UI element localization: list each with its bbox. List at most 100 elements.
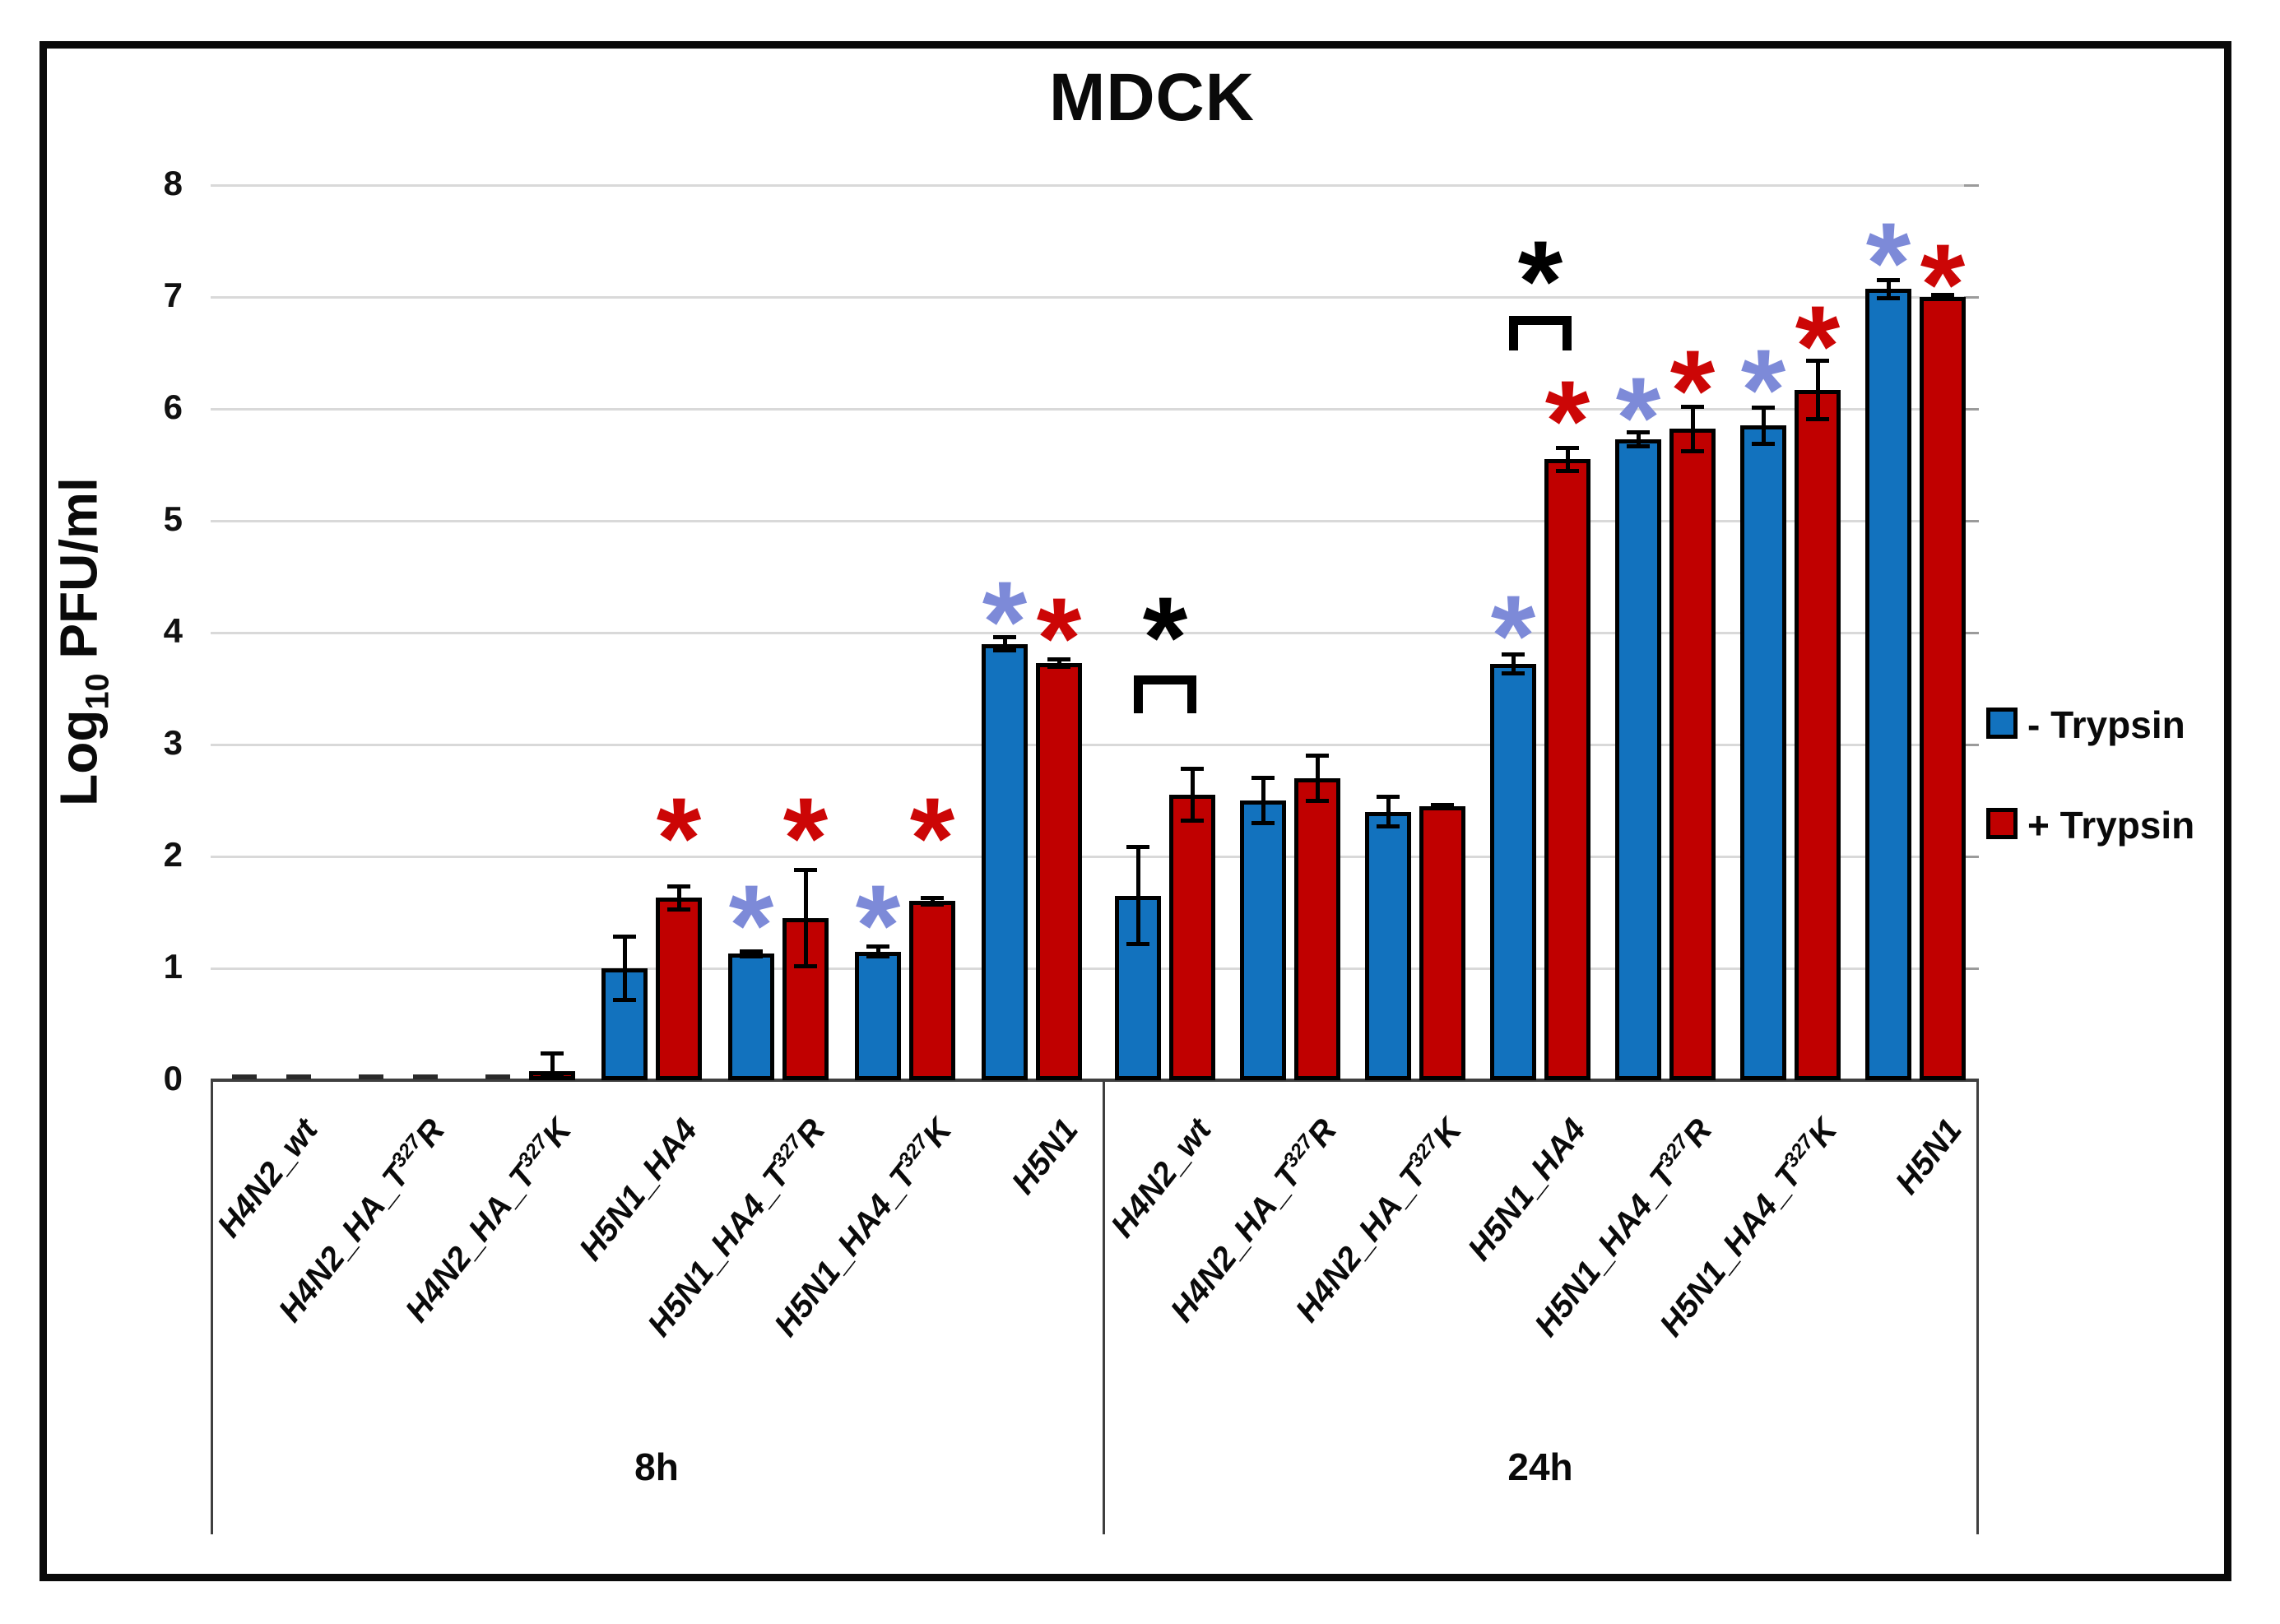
- significance-star-red: *: [1036, 573, 1082, 703]
- group-label-8h: 8h: [634, 1445, 679, 1488]
- y-tick-label-1: 1: [163, 947, 183, 986]
- y-axis-title-sub: 10: [79, 673, 116, 710]
- y-axis-title-pre: Log: [49, 709, 109, 806]
- bar: [1419, 805, 1465, 1080]
- error-bar-line: [1136, 845, 1140, 946]
- y-tick-label-0: 0: [163, 1059, 183, 1097]
- error-bar-cap-top: [1556, 445, 1579, 450]
- y-tick-label-7: 7: [163, 276, 183, 314]
- gridline-2: [211, 856, 1979, 858]
- legend-label-minus-trypsin: - Trypsin: [2027, 703, 2185, 746]
- plot-left-frame: [211, 1080, 213, 1534]
- error-bar-cap-top: [1251, 776, 1275, 781]
- gridline-end-tick-2: [1964, 856, 1979, 858]
- bar-zero: [232, 1074, 257, 1079]
- error-bar-cap-bottom: [1047, 664, 1070, 669]
- error-bar-cap-bottom: [1181, 819, 1204, 824]
- error-bar-cap-bottom: [1556, 468, 1579, 473]
- error-bar-line: [931, 895, 935, 907]
- error-bar-line: [1386, 795, 1391, 828]
- error-bar-cap-top: [1502, 652, 1525, 657]
- significance-star-blue: *: [1865, 198, 1911, 328]
- gridline-8: [211, 184, 1979, 187]
- y-tick-label-8: 8: [163, 164, 183, 202]
- error-bar-line: [1261, 776, 1265, 825]
- error-bar-cap-bottom: [1126, 941, 1149, 946]
- legend-swatch-plus-trypsin: [1986, 808, 2018, 839]
- error-bar-line: [1816, 358, 1820, 421]
- error-bar-cap-bottom: [1931, 297, 1954, 302]
- gridline-6: [211, 408, 1979, 411]
- error-bar-cap-top: [794, 867, 817, 872]
- error-bar-line: [1637, 429, 1641, 448]
- error-bar-cap-bottom: [541, 1074, 564, 1079]
- bar: [1740, 425, 1786, 1080]
- error-bar-line: [1887, 277, 1891, 301]
- bar: [1669, 429, 1716, 1080]
- error-bar-line: [1511, 652, 1516, 675]
- y-axis-title: Log10 PFU/ml: [49, 477, 117, 806]
- error-bar-cap-bottom: [794, 964, 817, 968]
- error-bar-line: [1941, 292, 1945, 302]
- y-axis-title-post: PFU/ml: [49, 477, 109, 674]
- bar-zero: [286, 1074, 311, 1079]
- gridline-end-tick-4: [1964, 632, 1979, 634]
- error-bar-line: [550, 1051, 555, 1079]
- significance-star-blue: *: [1615, 353, 1661, 483]
- error-bar-cap-bottom: [921, 902, 944, 907]
- error-bar-cap-bottom: [1377, 824, 1400, 828]
- significance-star-red: *: [1795, 281, 1841, 411]
- error-bar-cap-top: [1627, 429, 1650, 434]
- significance-star-blue: *: [1490, 571, 1536, 701]
- legend-swatch-minus-trypsin: [1986, 708, 2018, 739]
- bar: [909, 901, 955, 1080]
- significance-bracket: [1509, 316, 1572, 351]
- y-tick-label-6: 6: [163, 387, 183, 426]
- error-bar-line: [876, 944, 880, 958]
- gridline-end-tick-8: [1964, 184, 1979, 187]
- error-bar-cap-top: [1047, 657, 1070, 661]
- bar-zero: [485, 1074, 510, 1079]
- plot-right-frame: [1976, 1080, 1979, 1534]
- gridline-7: [211, 296, 1979, 299]
- bar: [1294, 777, 1340, 1080]
- significance-star-red: *: [782, 773, 829, 903]
- significance-star-blue: *: [728, 861, 774, 991]
- error-bar-line: [1191, 767, 1195, 824]
- significance-star-red: *: [656, 773, 702, 903]
- error-bar-cap-bottom: [866, 954, 889, 958]
- error-bar-line: [1057, 657, 1061, 669]
- error-bar-cap-top: [541, 1051, 564, 1056]
- gridline-end-tick-6: [1964, 408, 1979, 411]
- error-bar-cap-top: [740, 949, 763, 954]
- error-bar-cap-top: [1806, 358, 1829, 363]
- bar: [855, 951, 901, 1080]
- error-bar-cap-bottom: [1627, 443, 1650, 448]
- error-bar-cap-top: [1306, 753, 1329, 758]
- bar: [1169, 795, 1215, 1080]
- error-bar-line: [623, 935, 627, 1002]
- error-bar-cap-bottom: [1306, 798, 1329, 803]
- error-bar-cap-top: [993, 634, 1016, 639]
- error-bar-line: [1003, 634, 1007, 653]
- significance-star-blue: *: [1740, 325, 1786, 455]
- error-bar-line: [1566, 445, 1570, 473]
- significance-bracket: [1134, 675, 1196, 713]
- error-bar-cap-top: [1681, 404, 1704, 409]
- significance-star-red: *: [1669, 326, 1716, 456]
- bar: [1240, 800, 1286, 1080]
- error-bar-line: [677, 884, 681, 912]
- gridline-end-tick-3: [1964, 744, 1979, 746]
- y-tick-label-3: 3: [163, 723, 183, 762]
- gridline-3: [211, 744, 1979, 746]
- significance-star-red: *: [1920, 220, 1966, 350]
- error-bar-cap-bottom: [613, 997, 636, 1002]
- chart-title: MDCK: [1049, 60, 1255, 135]
- group-label-24h: 24h: [1507, 1445, 1573, 1488]
- error-bar-cap-top: [1126, 845, 1149, 850]
- error-bar-cap-bottom: [667, 907, 690, 912]
- error-bar-cap-bottom: [1251, 820, 1275, 825]
- error-bar-line: [1316, 753, 1320, 803]
- gridline-4: [211, 632, 1979, 634]
- error-bar-cap-bottom: [1431, 805, 1454, 810]
